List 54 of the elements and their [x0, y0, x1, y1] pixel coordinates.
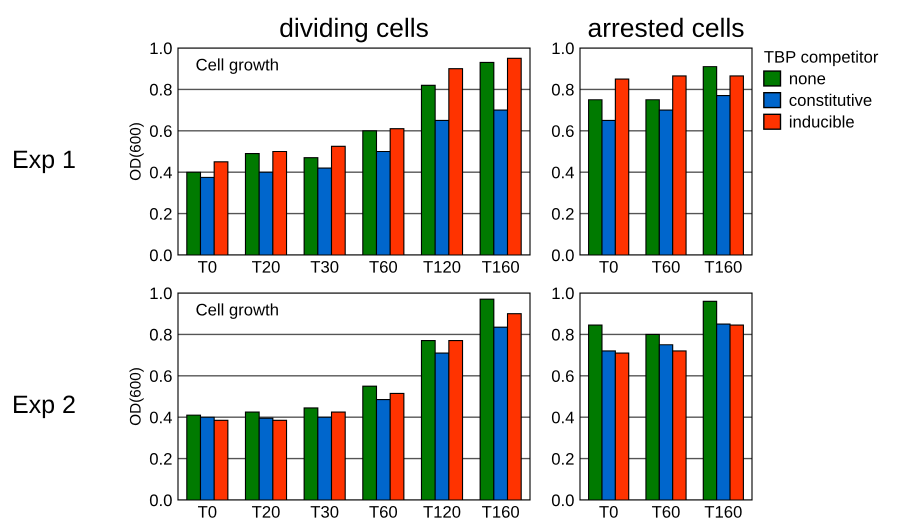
- y-tick-label: 1.0: [552, 42, 574, 54]
- annotation: Cell growth: [196, 58, 278, 74]
- x-tick-label: T160: [482, 260, 520, 273]
- x-tick-label: T30: [310, 506, 338, 518]
- y-tick-label: 0.4: [552, 412, 574, 424]
- y-tick-label: 0.6: [150, 370, 172, 382]
- legend-label: inducible: [790, 115, 854, 128]
- y-axis-title: OD(600): [129, 123, 144, 180]
- legend-label: none: [790, 75, 826, 84]
- x-tick-label: T60: [369, 260, 398, 273]
- chart-title: dividing cells: [280, 18, 428, 42]
- y-tick-label: 0.2: [552, 453, 574, 465]
- y-tick-label: 0.8: [150, 328, 172, 341]
- y-tick-label: 0.8: [552, 328, 574, 341]
- x-tick-label: T160: [482, 506, 520, 518]
- y-tick-label: 0.4: [150, 412, 172, 424]
- chart-title: arrested cells: [588, 18, 744, 38]
- x-tick-label: T120: [423, 506, 460, 518]
- legend-label: constitutive: [790, 94, 872, 106]
- y-tick-label: 0.6: [150, 125, 172, 138]
- annotation: Cell growth: [196, 303, 278, 319]
- y-tick-label: 1.0: [552, 287, 574, 300]
- y-tick-label: 0.0: [552, 494, 574, 506]
- y-tick-label: 0.2: [552, 208, 574, 220]
- y-tick-label: 1.0: [150, 42, 172, 54]
- x-tick-label: T160: [704, 506, 742, 518]
- x-tick-label: T0: [599, 506, 618, 518]
- y-tick-label: 0.4: [150, 166, 172, 178]
- y-tick-label: 0.6: [552, 125, 574, 138]
- x-tick-label: T60: [652, 506, 680, 518]
- y-tick-label: 0.0: [150, 249, 172, 262]
- y-tick-label: 0.8: [150, 84, 172, 96]
- x-tick-label: T30: [310, 260, 338, 273]
- y-tick-label: 0.2: [150, 453, 172, 465]
- x-tick-label: T20: [252, 506, 280, 518]
- legend-title: TBP competitor: [764, 50, 878, 66]
- x-tick-label: T0: [198, 506, 216, 518]
- y-tick-label: 0.0: [552, 249, 574, 262]
- x-tick-label: T160: [704, 260, 742, 273]
- x-tick-label: T120: [423, 260, 460, 273]
- y-axis-title: OD(600): [129, 368, 144, 426]
- x-tick-label: T0: [198, 260, 216, 273]
- x-tick-label: T0: [599, 260, 618, 273]
- y-tick-label: 1.0: [150, 287, 172, 300]
- y-tick-label: 0.8: [552, 84, 574, 96]
- y-tick-label: 0.2: [150, 208, 172, 220]
- x-tick-label: T20: [252, 260, 280, 273]
- y-tick-label: 0.0: [150, 494, 172, 506]
- y-tick-label: 0.4: [552, 166, 574, 178]
- text: Exp 2: [14, 396, 75, 418]
- y-tick-label: 0.6: [552, 370, 574, 382]
- x-tick-label: T60: [652, 260, 680, 273]
- x-tick-label: T60: [369, 506, 398, 518]
- text: Exp 1: [14, 150, 75, 174]
